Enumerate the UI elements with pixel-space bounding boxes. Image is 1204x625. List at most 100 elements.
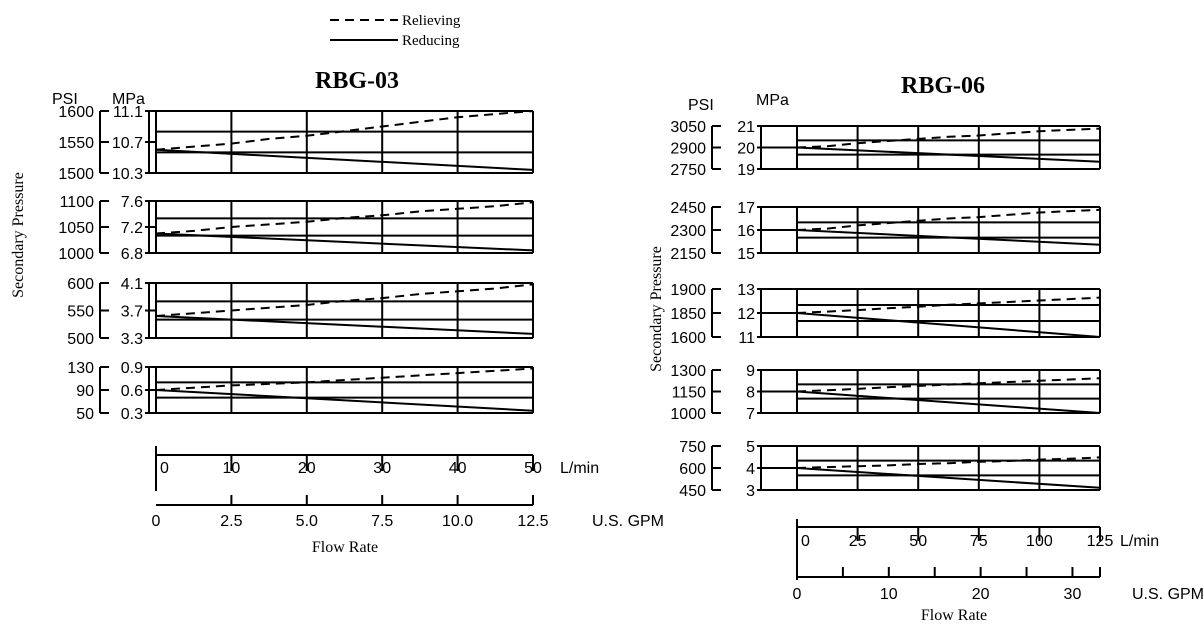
psi-tick-label: 750 xyxy=(679,439,706,456)
series-relieving xyxy=(155,201,534,235)
psi-tick-label: 1600 xyxy=(670,330,706,347)
psi-tick-label: 1500 xyxy=(58,166,94,183)
lpm-tick-label: 50 xyxy=(909,533,927,550)
psi-tick-label: 1550 xyxy=(58,135,94,152)
lpm-tick-label: 40 xyxy=(449,460,467,477)
psi-tick-label: 500 xyxy=(67,331,94,348)
psi-tick-label: 50 xyxy=(76,406,94,423)
chart-title: RBG-06 xyxy=(901,73,985,99)
mpa-tick-label: 3.3 xyxy=(121,331,143,348)
series-relieving xyxy=(155,110,534,151)
lpm-tick-label: 50 xyxy=(524,460,542,477)
mpa-tick-label: 10.3 xyxy=(112,166,143,183)
gpm-tick-label: 10.0 xyxy=(442,513,473,530)
gpm-axis: 0 2.5 5.0 7.5 10.0 12.5 U.S. GPM xyxy=(152,495,664,530)
series-reducing xyxy=(155,389,534,412)
series-relieving xyxy=(796,127,1101,149)
gpm-unit-label: U.S. GPM xyxy=(592,513,664,530)
lpm-tick-label: 10 xyxy=(223,460,241,477)
panel-1: 1600 11.1 1550 10.7 1500 10.3 xyxy=(58,104,534,183)
mpa-tick-label: 19 xyxy=(737,162,755,179)
series-relieving xyxy=(796,208,1101,231)
mpa-tick-label: 0.9 xyxy=(121,360,143,377)
psi-tick-label: 130 xyxy=(67,360,94,377)
lpm-tick-label: 0 xyxy=(801,533,810,550)
mpa-tick-label: 4.1 xyxy=(121,276,143,293)
panel-1: 3050 21 2900 20 2750 19 xyxy=(670,119,1101,179)
lpm-tick-label: 75 xyxy=(970,533,988,550)
mpa-tick-label: 15 xyxy=(737,246,755,263)
psi-unit-label: PSI xyxy=(52,91,78,108)
gpm-tick-label: 0 xyxy=(793,586,802,603)
gpm-tick-label: 5.0 xyxy=(296,513,318,530)
mpa-tick-label: 3 xyxy=(746,483,755,500)
psi-tick-label: 1850 xyxy=(670,306,706,323)
panel-4: 130 0.9 90 0.6 50 0.3 xyxy=(67,360,534,423)
mpa-tick-label: 7.6 xyxy=(121,194,143,211)
psi-tick-label: 2150 xyxy=(670,246,706,263)
mpa-tick-label: 16 xyxy=(737,223,755,240)
psi-tick-label: 1100 xyxy=(60,194,95,211)
series-reducing xyxy=(796,467,1101,489)
series-reducing xyxy=(155,148,534,171)
psi-tick-label: 2750 xyxy=(670,162,706,179)
lpm-axis: 0 10 20 30 40 50 L/min xyxy=(155,446,599,491)
gpm-tick-label: 7.5 xyxy=(371,513,393,530)
series-reducing xyxy=(796,229,1101,246)
mpa-unit-label: MPa xyxy=(756,92,789,109)
gpm-unit-label: U.S. GPM xyxy=(1132,586,1204,603)
mpa-tick-label: 6.8 xyxy=(121,246,143,263)
psi-tick-label: 1000 xyxy=(58,246,94,263)
y-axis-label: Secondary Pressure xyxy=(648,246,665,372)
mpa-tick-label: 7 xyxy=(746,406,755,423)
panel-3: 1900 13 1850 12 1600 11 xyxy=(670,282,1101,347)
lpm-axis: 0 25 50 75 100 125 L/min xyxy=(796,519,1159,580)
mpa-tick-label: 20 xyxy=(737,141,755,158)
lpm-tick-label: 30 xyxy=(373,460,391,477)
psi-tick-label: 90 xyxy=(76,383,94,400)
lpm-tick-label: 100 xyxy=(1026,533,1053,550)
psi-tick-label: 600 xyxy=(679,461,706,478)
panel-2: 2450 17 2300 16 2150 15 xyxy=(670,200,1101,263)
series-relieving xyxy=(796,296,1101,314)
psi-tick-label: 1900 xyxy=(670,282,706,299)
psi-tick-label: 2300 xyxy=(670,223,706,240)
series-relieving xyxy=(796,456,1101,469)
mpa-tick-label: 9 xyxy=(746,363,755,380)
series-reducing xyxy=(155,315,534,335)
mpa-tick-label: 8 xyxy=(746,385,755,402)
mpa-tick-label: 17 xyxy=(737,200,755,217)
mpa-tick-label: 13 xyxy=(737,282,755,299)
panel-2: 1100 7.6 1050 7.2 1000 6.8 xyxy=(58,194,534,263)
lpm-tick-label: 25 xyxy=(849,533,867,550)
psi-tick-label: 1600 xyxy=(58,104,94,121)
psi-tick-label: 600 xyxy=(67,276,94,293)
psi-tick-label: 450 xyxy=(679,483,706,500)
psi-tick-label: 1300 xyxy=(670,363,706,380)
psi-tick-label: 2450 xyxy=(670,200,706,217)
mpa-tick-label: 11.1 xyxy=(113,104,143,121)
series-reducing xyxy=(796,146,1101,163)
gpm-tick-label: 0 xyxy=(152,513,161,530)
mpa-tick-label: 3.7 xyxy=(121,304,143,321)
psi-tick-label: 2900 xyxy=(670,141,706,158)
mpa-tick-label: 5 xyxy=(746,439,755,456)
psi-tick-label: 1050 xyxy=(58,220,94,237)
mpa-tick-label: 0.6 xyxy=(121,383,143,400)
mpa-tick-label: 7.2 xyxy=(121,220,143,237)
psi-tick-label: 550 xyxy=(67,304,94,321)
x-axis-label: Flow Rate xyxy=(312,539,378,556)
panel-4: 1300 9 1150 8 1000 7 xyxy=(670,363,1101,423)
series-relieving xyxy=(796,377,1101,393)
lpm-unit-label: L/min xyxy=(1120,533,1159,550)
lpm-tick-label: 125 xyxy=(1087,533,1114,550)
lpm-tick-label: 20 xyxy=(298,460,316,477)
y-axis-label: Secondary Pressure xyxy=(10,172,27,298)
psi-tick-label: 1150 xyxy=(672,385,707,402)
series-reducing xyxy=(796,390,1101,414)
series-reducing xyxy=(155,232,534,252)
mpa-tick-label: 0.3 xyxy=(121,406,143,423)
